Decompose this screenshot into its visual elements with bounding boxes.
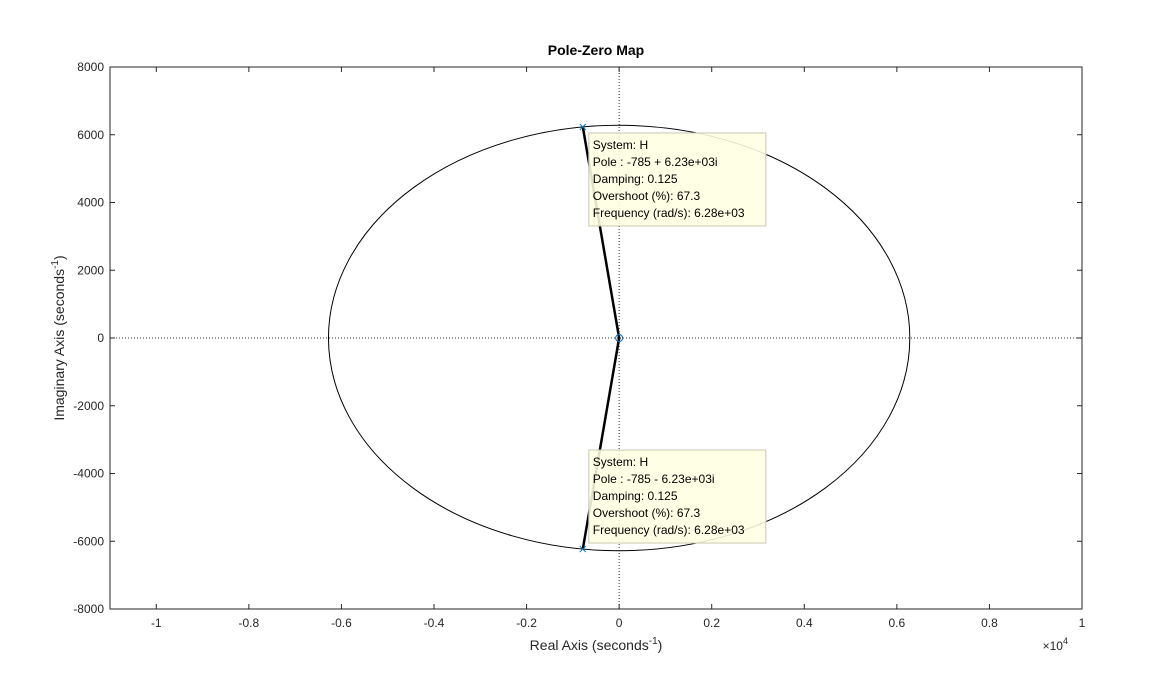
x-tick-label: 0.4: [796, 616, 813, 630]
y-tick-label: -8000: [73, 602, 104, 616]
datatip-line: Frequency (rad/s): 6.28e+03: [593, 206, 745, 220]
x-tick-label: -0.8: [239, 616, 260, 630]
x-axis-ticks: -1 -0.8 -0.6 -0.4 -0.2 0 0.2 0.4 0.6 0.8 1: [151, 67, 1086, 630]
pole-marker[interactable]: [579, 545, 587, 553]
pole-marker-stroke: [579, 545, 587, 553]
zero-marker[interactable]: [615, 334, 624, 342]
pole-marker[interactable]: [579, 123, 587, 131]
datatip-line: Frequency (rad/s): 6.28e+03: [593, 523, 745, 537]
natural-frequency-circle[interactable]: [327, 124, 911, 552]
y-tick-label: 0: [97, 331, 104, 345]
datatip-line: Pole : -785 + 6.23e+03i: [593, 155, 718, 169]
x-tick-label: -0.4: [424, 616, 445, 630]
datatip-line: System: H: [593, 455, 648, 469]
y-tick-label: -2000: [73, 399, 104, 413]
y-tick-label: -4000: [73, 467, 104, 481]
pole-datatip[interactable]: System: H Pole : -785 + 6.23e+03i Damping:…: [588, 132, 767, 227]
pole-marker-stroke: [579, 123, 587, 131]
datatip-line: System: H: [593, 138, 648, 152]
datatip-line: Overshoot (%): 67.3: [593, 189, 701, 203]
x-axis-exponent: ×104: [1043, 636, 1068, 653]
x-tick-label: -1: [151, 616, 162, 630]
x-tick-label: -0.6: [331, 616, 352, 630]
datatips: System: H Pole : -785 + 6.23e+03i Damping:…: [588, 132, 767, 544]
datatip-line: Damping: 0.125: [593, 172, 678, 186]
x-tick-label: 0.2: [703, 616, 720, 630]
x-tick-label: 0.8: [981, 616, 998, 630]
x-tick-label: -0.2: [516, 616, 537, 630]
x-axis-label: Real Axis (seconds-1): [530, 636, 663, 653]
datatip-box: [588, 132, 767, 227]
y-axis-label: Imaginary Axis (seconds-1): [50, 255, 67, 420]
y-tick-label: 4000: [77, 196, 104, 210]
pole-datatip[interactable]: System: H Pole : -785 - 6.23e+03i Damping:…: [588, 449, 767, 544]
y-tick-label: -6000: [73, 534, 104, 548]
datatip-line: Overshoot (%): 67.3: [593, 506, 701, 520]
datatip-line: Pole : -785 - 6.23e+03i: [593, 472, 715, 486]
y-tick-label: 8000: [77, 60, 104, 74]
x-tick-label: 1: [1079, 616, 1086, 630]
x-tick-label: 0.6: [889, 616, 906, 630]
y-tick-label: 2000: [77, 263, 104, 277]
y-tick-label: 6000: [77, 128, 104, 142]
datatip-line: Damping: 0.125: [593, 489, 678, 503]
y-axis-ticks: -8000 -6000 -4000 -2000 0 2000 4000 6000 8000: [73, 60, 1082, 616]
x-tick-label: 0: [616, 616, 623, 630]
markers: [579, 123, 624, 553]
chart-title: Pole-Zero Map: [548, 42, 644, 58]
datatip-box: [588, 449, 767, 544]
